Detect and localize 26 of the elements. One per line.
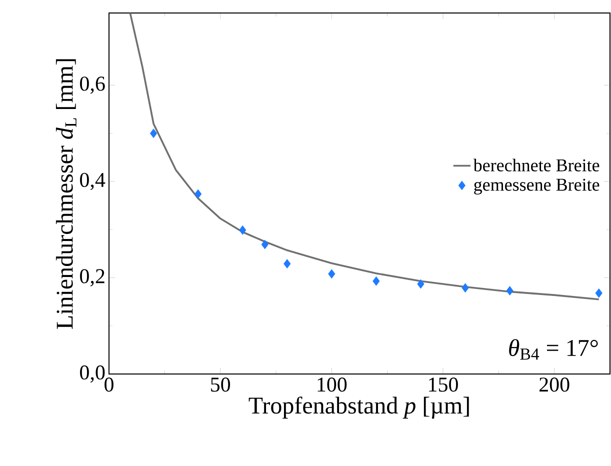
legend-label: berechnete Breite <box>473 158 600 172</box>
x-tick-label: 100 <box>318 378 347 392</box>
point <box>506 286 514 296</box>
y-tick-label: 0,0 <box>80 365 105 383</box>
x-tick-label: 50 <box>211 378 230 392</box>
legend-label: gemessene Breite <box>474 178 600 195</box>
point <box>150 128 158 138</box>
x-tick-label: 0 <box>104 378 114 392</box>
x-tick-label: 200 <box>540 378 570 392</box>
point <box>372 276 380 286</box>
point <box>239 225 246 235</box>
y-axis-title: Liniendurchmesser d$_{L}$ [mm] <box>56 59 76 329</box>
point <box>417 279 424 289</box>
x-axis-title: Tropfenabstand p [µm] <box>248 396 469 419</box>
x-tick-label: 150 <box>429 378 458 392</box>
point <box>261 240 268 250</box>
point <box>194 189 202 199</box>
y-tick-label: 0,4 <box>80 172 106 190</box>
line-series <box>129 13 600 300</box>
point <box>595 288 602 298</box>
point <box>328 269 336 279</box>
y-tick-label: 0,6 <box>80 76 105 94</box>
annotation: θ$_{B4}$ = 17° <box>509 339 598 360</box>
y-tick-label: 0,2 <box>80 269 104 286</box>
point <box>284 259 291 268</box>
point <box>462 283 469 293</box>
